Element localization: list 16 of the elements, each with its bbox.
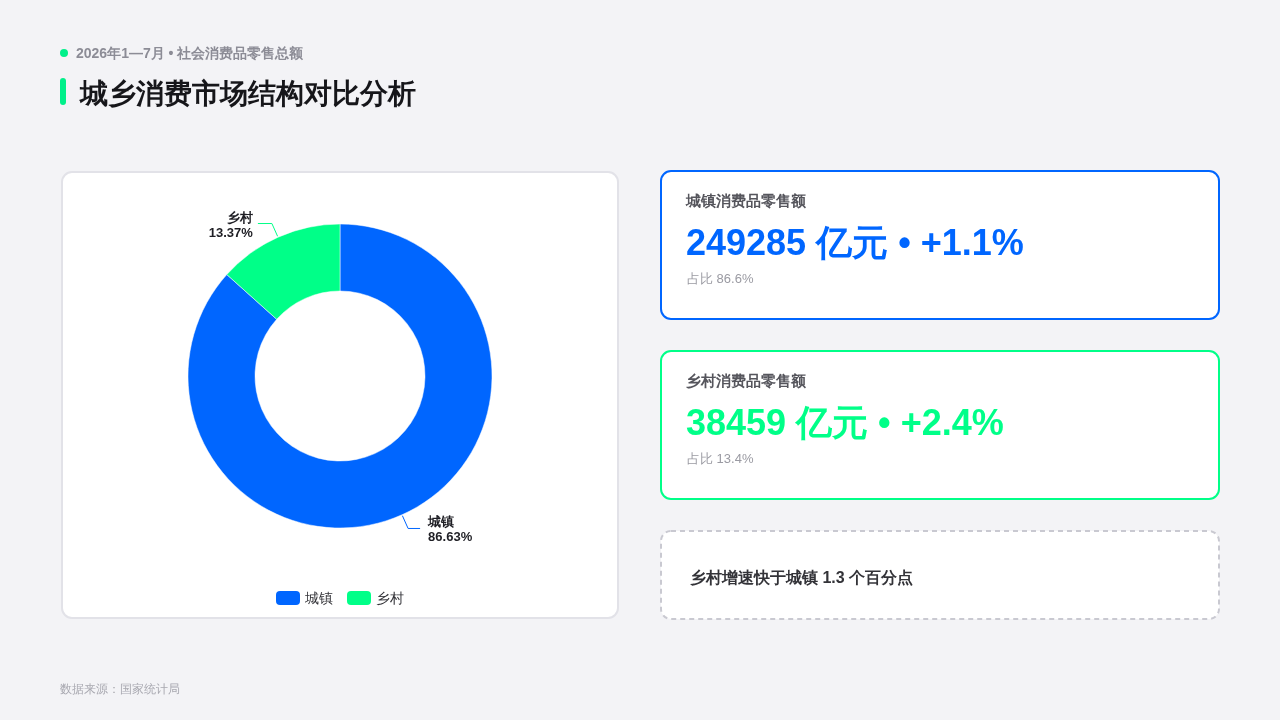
chart-subtitle: 2026年1—7月 • 社会消费品零售总额: [76, 45, 305, 61]
text: 乡村消费品零售额: [686, 372, 807, 389]
chart-title: 城乡消费市场结构对比分析: [79, 78, 416, 109]
slice-label: 城镇: [427, 514, 455, 530]
data-label: 86.63%: [428, 529, 473, 545]
source-note: 数据来源：国家统计局: [60, 682, 180, 696]
text: 占比 13.4%: [687, 451, 754, 466]
legend-label: 城镇: [304, 590, 333, 606]
text: 249285 亿元 • +1.1%: [686, 222, 1024, 263]
data-label: 13.37%: [208, 224, 254, 240]
text: 城镇消费品零售额: [685, 192, 807, 209]
slice-label: 乡村: [226, 209, 253, 225]
text: 乡村增速快于城镇 1.3 个百分点: [690, 569, 914, 587]
text: 占比 86.6%: [687, 271, 754, 286]
legend-label: 乡村: [376, 590, 404, 606]
text: 38459 亿元 • +2.4%: [686, 402, 1004, 443]
